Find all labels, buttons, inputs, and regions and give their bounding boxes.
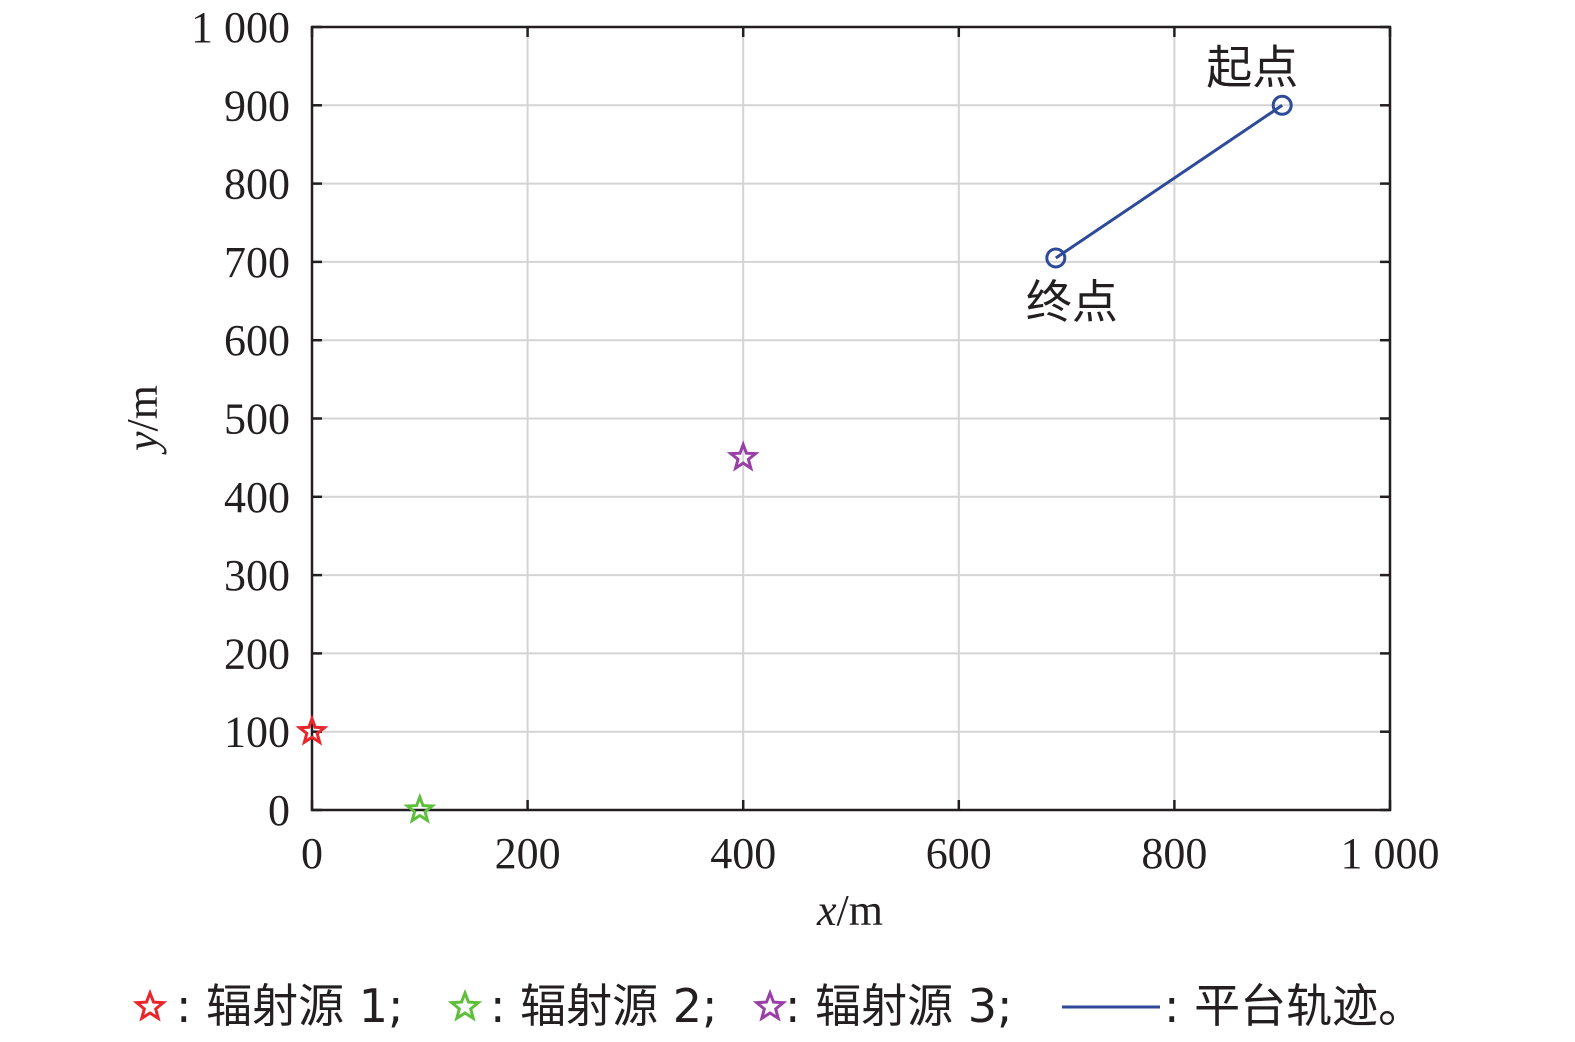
sources [295,440,760,824]
x-tick-label: 600 [926,829,992,878]
y-tick-label: 100 [224,708,290,757]
legend-item-source-3: : 辐射源 3; [752,979,1013,1033]
y-tick-label: 500 [224,395,290,444]
legend-label: : 平台轨迹。 [1164,979,1424,1033]
tick-labels: 0 200 400 600 800 1 000 0 100 200 300 400 500 600 700… [191,3,1440,878]
x-axis-unit: /m [837,886,883,935]
x-tick-label: 1 000 [1341,829,1440,878]
x-axis-var: x [816,886,837,935]
start-point-label: 起点 [1206,40,1298,94]
end-point-label: 终点 [1026,275,1118,329]
source-1-star-marker [295,714,329,746]
trajectory-end-marker [1045,247,1067,269]
y-tick-label: 200 [224,629,290,678]
legend-item-source-1: : 辐射源 1; [132,979,404,1033]
trajectory: 起点 终点 [1026,40,1298,329]
legend-item-trajectory: : 平台轨迹。 [1062,979,1424,1033]
y-tick-label: 0 [268,786,290,835]
y-tick-label: 1 000 [191,3,290,52]
grid [312,27,1390,810]
legend-label: : 辐射源 3; [785,979,1013,1033]
y-tick-label: 700 [224,238,290,287]
legend-label: : 辐射源 2; [490,979,718,1033]
legend-star-icon [132,988,168,1022]
legend-item-source-2: : 辐射源 2; [447,979,718,1033]
trajectory-start-marker [1271,94,1293,116]
source-2-star-marker [403,792,437,824]
y-tick-label: 400 [224,473,290,522]
y-tick-label: 600 [224,316,290,365]
trajectory-line [1054,104,1284,260]
x-axis-label: x/m [816,886,883,935]
legend: : 辐射源 1; : 辐射源 2; : 辐射源 3; : 平台轨迹。 [132,979,1424,1033]
x-tick-label: 200 [495,829,561,878]
legend-star-icon [752,988,788,1022]
y-tick-label: 800 [224,160,290,209]
source-3-star-marker [726,440,760,472]
y-tick-label: 900 [224,81,290,130]
legend-star-icon [447,988,483,1022]
x-tick-label: 0 [301,829,323,878]
y-axis-label: y/m [118,385,167,455]
y-axis-unit: /m [118,385,167,431]
y-axis-var: y [118,431,167,455]
y-tick-label: 300 [224,551,290,600]
x-tick-label: 800 [1141,829,1207,878]
legend-label: : 辐射源 1; [176,979,404,1033]
x-tick-label: 400 [710,829,776,878]
